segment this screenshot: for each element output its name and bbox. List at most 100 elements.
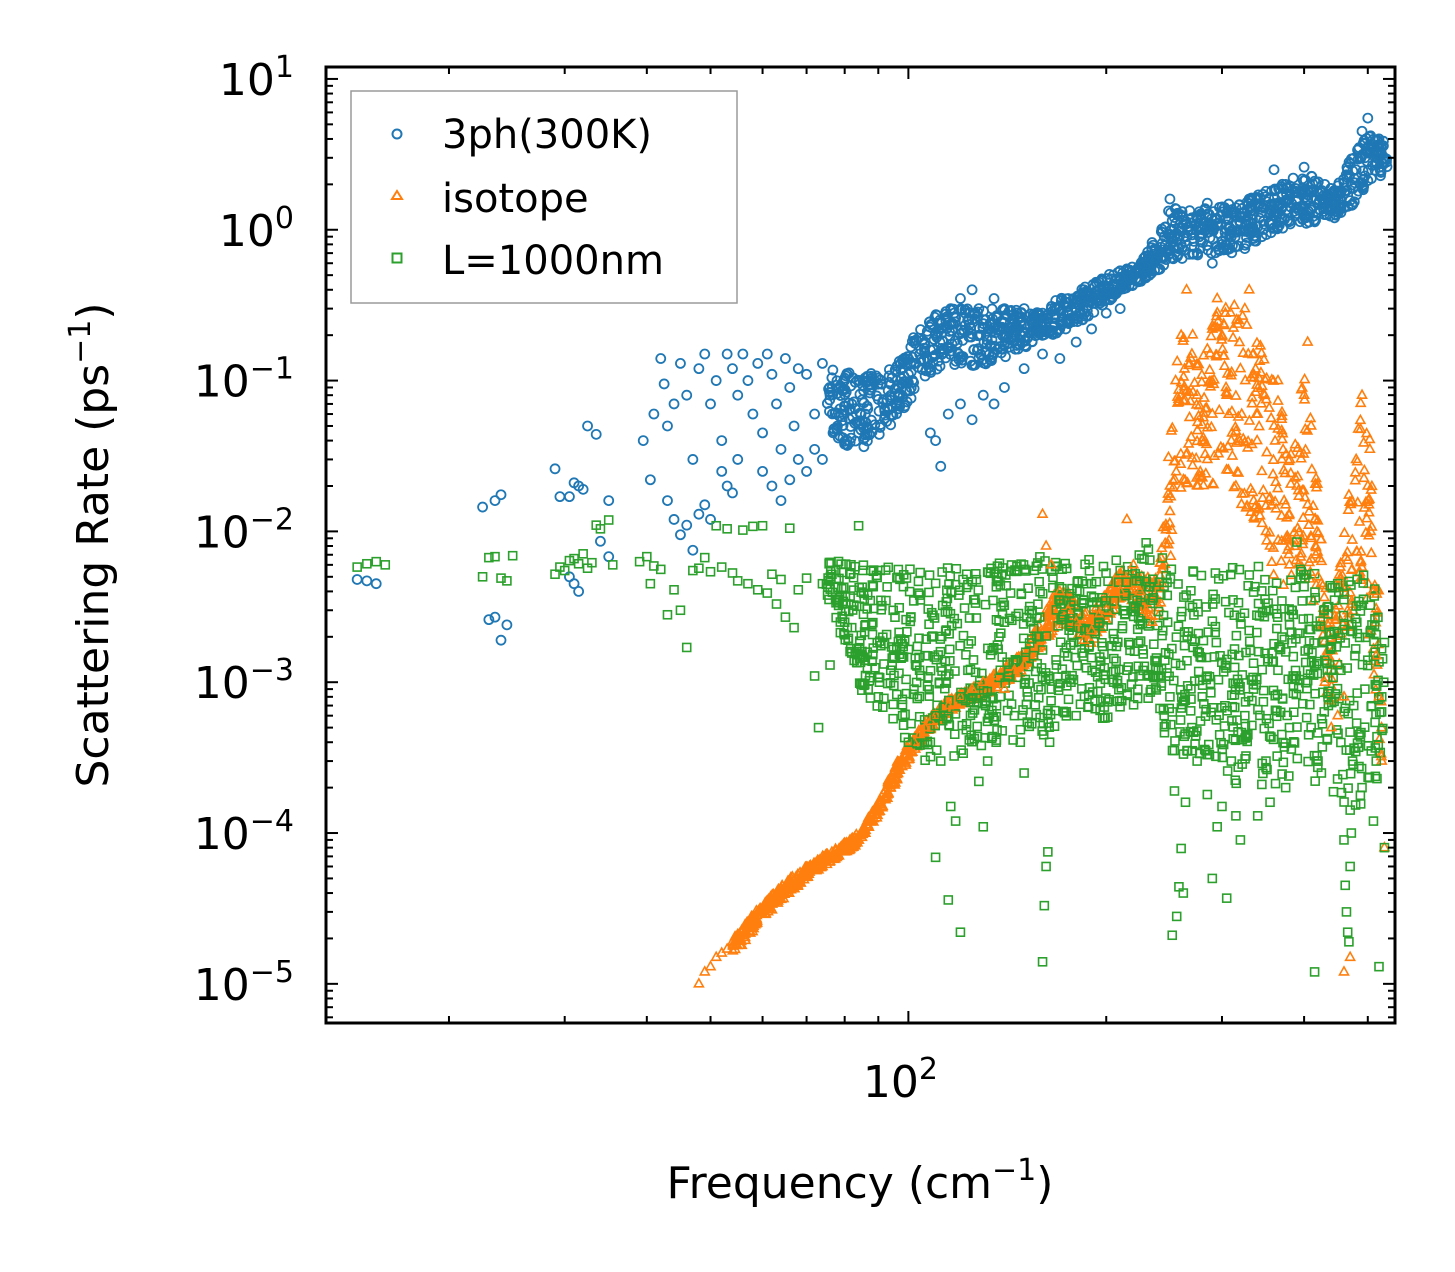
boundary-point [1346,828,1357,838]
boundary-band-point [944,644,955,655]
boundary-band-point [1159,727,1170,738]
three_ph-point [1335,207,1347,218]
tick-exponent: −5 [250,955,294,990]
isotope-band-point [1291,469,1304,481]
boundary-band-point [1037,588,1048,599]
three_ph-band-point [972,330,983,342]
isotope-band-point [1160,523,1172,534]
boundary-band-point [1035,712,1045,723]
boundary-band-point [1229,662,1240,673]
isotope-band-point [1354,555,1367,567]
isotope-band-point [1305,462,1318,474]
isotope-band-point [1167,481,1180,492]
isotope-band-point [1235,497,1248,509]
boundary-band-point [1072,660,1083,671]
isotope-band-point [1153,578,1165,590]
boundary-band-point [1056,614,1066,625]
boundary-point [743,578,753,589]
boundary-band-point [1135,592,1146,603]
boundary-band-point [1268,685,1279,696]
boundary-band-point [1354,761,1364,772]
boundary-band-point [1201,704,1211,715]
isotope-band-point [1212,447,1225,458]
isotope-point [890,766,903,777]
boundary-band-point [1328,672,1338,683]
isotope-band-point [1204,346,1217,358]
boundary-band-point [1225,569,1236,580]
boundary-band-point [1150,662,1161,673]
boundary-band-point [957,720,968,731]
isotope-band-point [794,876,807,887]
three_ph-point [1100,284,1112,296]
boundary-band-point [838,582,849,593]
boundary-point [930,852,941,863]
boundary-band-point [1352,617,1362,628]
boundary-band-point [1279,742,1290,752]
isotope-band-point [1216,342,1229,354]
boundary-band-point [967,736,977,747]
three_ph-point [1037,348,1048,360]
isotope-band-point [1193,399,1206,410]
three_ph-point [1070,336,1082,348]
three_ph-point [732,454,744,465]
isotope-band-point [1338,526,1351,538]
isotope-band-point [784,871,797,882]
boundary-point [1162,617,1173,627]
boundary-band-point [992,561,1003,571]
boundary-band-point [1208,702,1218,713]
three_ph-band-point [1197,237,1209,248]
boundary-band-point [930,720,941,731]
three_ph-band-point [854,407,866,419]
boundary-band-point [1013,608,1024,619]
boundary-band-point [1156,589,1166,600]
boundary-band-point [913,588,924,598]
isotope-band-point [1349,474,1362,485]
isotope-band-point [1227,321,1240,332]
isotope-band-point [1267,467,1279,479]
isotope-band-point [1258,353,1270,364]
boundary-band-point [1301,677,1311,688]
three_ph-point [977,323,989,335]
boundary-band-point [1182,631,1193,641]
boundary-band-point [1046,695,1056,706]
three_ph-band-point [1339,187,1350,199]
boundary-band-point [931,745,942,755]
boundary-band-point [857,565,868,576]
boundary-band-point [1240,754,1250,764]
boundary-band-point [1165,719,1176,730]
three_ph-band-point [1038,312,1050,323]
boundary-point [955,927,966,937]
isotope-band-point [1240,318,1253,329]
isotope-band-point [1185,430,1198,441]
boundary-band-point [1011,566,1022,577]
boundary-point [1292,537,1302,547]
three_ph-band-point [1336,199,1348,211]
three_ph-point [1243,193,1255,205]
three_ph-band-point [958,325,970,336]
boundary-point [1015,737,1026,748]
three_ph-point [1302,193,1314,205]
boundary-point [1028,650,1039,661]
boundary-point [1252,811,1263,821]
boundary-band-point [1326,641,1337,652]
boundary-band-point [1157,553,1168,563]
isotope-band-point [1188,376,1201,387]
boundary-band-point [1325,642,1336,653]
isotope-band-point [1164,549,1177,561]
boundary-band-point [1336,737,1346,748]
boundary-band-point [1142,618,1153,629]
boundary-band-point [1213,574,1224,584]
boundary-band-point [994,558,1005,569]
isotope-band-point [1289,471,1301,482]
three_ph-band-point [949,359,961,370]
isotope-point [966,682,978,693]
three_ph-band-point [978,357,989,369]
three_ph-band-point [929,311,941,323]
isotope-band-point [1269,475,1282,487]
three_ph-point [477,501,488,513]
boundary-point [1101,601,1112,611]
boundary-band-point [1048,572,1058,583]
boundary-point [925,737,936,748]
boundary-band-point [1173,621,1184,632]
isotope-point [783,880,796,891]
